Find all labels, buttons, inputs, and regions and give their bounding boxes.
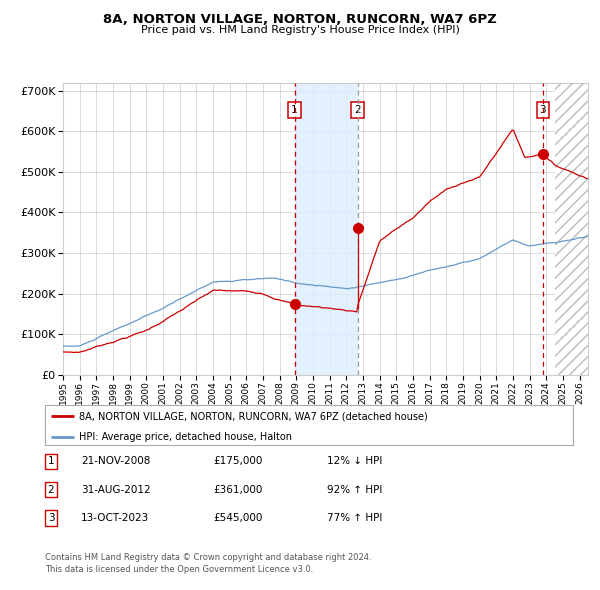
Text: 77% ↑ HPI: 77% ↑ HPI (327, 513, 382, 523)
Text: Contains HM Land Registry data © Crown copyright and database right 2024.
This d: Contains HM Land Registry data © Crown c… (45, 553, 371, 574)
Bar (295, 83, 358, 375)
Text: 2: 2 (354, 106, 361, 115)
Text: 21-NOV-2008: 21-NOV-2008 (81, 457, 151, 466)
Text: 1: 1 (47, 457, 55, 466)
Text: 8A, NORTON VILLAGE, NORTON, RUNCORN, WA7 6PZ: 8A, NORTON VILLAGE, NORTON, RUNCORN, WA7… (103, 13, 497, 26)
Text: 8A, NORTON VILLAGE, NORTON, RUNCORN, WA7 6PZ (detached house): 8A, NORTON VILLAGE, NORTON, RUNCORN, WA7… (79, 411, 428, 421)
Text: 31-AUG-2012: 31-AUG-2012 (81, 485, 151, 494)
Text: 3: 3 (47, 513, 55, 523)
Text: £361,000: £361,000 (213, 485, 262, 494)
Text: 2: 2 (47, 485, 55, 494)
Text: £545,000: £545,000 (213, 513, 262, 523)
Bar (554, 83, 600, 375)
Text: 13-OCT-2023: 13-OCT-2023 (81, 513, 149, 523)
Text: 92% ↑ HPI: 92% ↑ HPI (327, 485, 382, 494)
Text: 3: 3 (539, 106, 546, 115)
Text: Price paid vs. HM Land Registry's House Price Index (HPI): Price paid vs. HM Land Registry's House … (140, 25, 460, 35)
Text: 1: 1 (291, 106, 298, 115)
Bar (554, 83, 600, 375)
Text: HPI: Average price, detached house, Halton: HPI: Average price, detached house, Halt… (79, 432, 292, 442)
Text: £175,000: £175,000 (213, 457, 262, 466)
Text: 12% ↓ HPI: 12% ↓ HPI (327, 457, 382, 466)
